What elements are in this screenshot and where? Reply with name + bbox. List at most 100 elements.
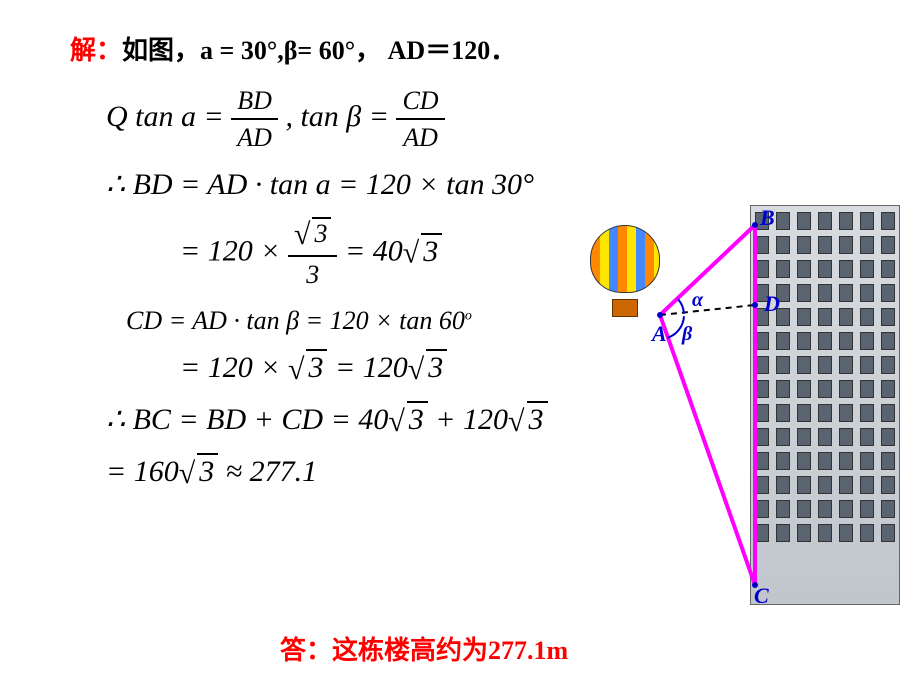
window-row [751, 404, 899, 422]
window [797, 332, 811, 350]
window [776, 356, 790, 374]
window [839, 524, 853, 542]
window-row [751, 332, 899, 350]
eq-tan-definitions: Q tan a = BDAD , tan β = CDAD [106, 85, 620, 153]
den-3: 3 [288, 257, 337, 290]
window [755, 500, 769, 518]
num-cd: CD [396, 85, 444, 120]
window [860, 428, 874, 446]
window [818, 260, 832, 278]
window [776, 332, 790, 350]
window [797, 500, 811, 518]
ad-tan-a: AD · tan a [207, 168, 330, 201]
window [818, 476, 832, 494]
window [776, 476, 790, 494]
window [881, 452, 895, 470]
window [860, 500, 874, 518]
plus120: + 120 [435, 403, 508, 436]
window-row [751, 452, 899, 470]
window [860, 236, 874, 254]
window-row [751, 476, 899, 494]
window [881, 212, 895, 230]
window [797, 452, 811, 470]
window [776, 404, 790, 422]
comma-1: , [285, 100, 300, 133]
window [839, 212, 853, 230]
label-c: C [754, 583, 769, 609]
balloon-basket [612, 299, 638, 317]
eq120x: = 120 × [180, 351, 281, 384]
cd-left: CD = AD · tan β = 120 × tan 60 [126, 306, 465, 335]
window-row [751, 380, 899, 398]
eq-bc-sum: ∴ BC = BD + CD = 40√3 + 120√3 [106, 402, 620, 440]
rad3a: 3 [312, 217, 331, 248]
window [818, 380, 832, 398]
window [755, 524, 769, 542]
window [860, 308, 874, 326]
window [818, 404, 832, 422]
num-bd: BD [231, 85, 278, 120]
window [860, 476, 874, 494]
eq-bd-derive: ∴ BD = AD · tan a = 120 × tan 30° [106, 167, 620, 203]
window [797, 524, 811, 542]
window-row [751, 356, 899, 374]
window [818, 524, 832, 542]
diagram: A B C D α β [580, 205, 900, 605]
window [755, 332, 769, 350]
label-b: B [760, 205, 775, 231]
window [818, 236, 832, 254]
window [797, 212, 811, 230]
window [839, 236, 853, 254]
given-values: 如图，a = 30°,β= 60°， AD＝120． [122, 36, 516, 65]
final-answer: 答：这栋楼高约为277.1m [280, 630, 568, 667]
window [881, 404, 895, 422]
window [755, 476, 769, 494]
window-row [751, 260, 899, 278]
window [755, 356, 769, 374]
window [839, 380, 853, 398]
window [839, 428, 853, 446]
window [860, 452, 874, 470]
label-alpha: α [692, 289, 703, 312]
bd: BD [133, 168, 173, 201]
den-ad: AD [231, 120, 278, 153]
window [839, 476, 853, 494]
label-jie: 解： [70, 36, 122, 65]
equals-4: = [338, 168, 366, 201]
window [797, 476, 811, 494]
eq-cd-derive: CD = AD · tan β = 120 × tan 60o [126, 305, 620, 336]
window [881, 380, 895, 398]
window [797, 260, 811, 278]
num-sqrt3: √3 [288, 217, 337, 257]
problem-statement: 解：如图，a = 30°,β= 60°， AD＝120． [70, 30, 620, 67]
window [797, 356, 811, 374]
window [755, 260, 769, 278]
window [881, 332, 895, 350]
window [881, 500, 895, 518]
window [860, 284, 874, 302]
eq-bd-value: = 120 × √3 3 = 40√3 [180, 217, 620, 290]
label-beta: β [682, 323, 692, 346]
equals-3: = [180, 168, 207, 201]
window [776, 500, 790, 518]
window [860, 212, 874, 230]
window [797, 284, 811, 302]
sym-therefore-2: ∴ [106, 403, 133, 436]
window [776, 452, 790, 470]
bcline: BC = BD + CD = 40 [133, 403, 389, 436]
window-row [751, 428, 899, 446]
rad3f: 3 [527, 401, 548, 436]
label-d: D [764, 291, 780, 317]
rad3c: 3 [306, 349, 327, 384]
den-ad2: AD [396, 120, 444, 153]
approx: ≈ 277.1 [226, 455, 317, 488]
window [839, 404, 853, 422]
window [881, 428, 895, 446]
window [839, 452, 853, 470]
deg-o: o [465, 308, 472, 323]
window [797, 428, 811, 446]
equals-2: = [369, 100, 397, 133]
window [797, 404, 811, 422]
frac-cd-ad: CDAD [396, 85, 444, 153]
rad3g: 3 [197, 453, 218, 488]
